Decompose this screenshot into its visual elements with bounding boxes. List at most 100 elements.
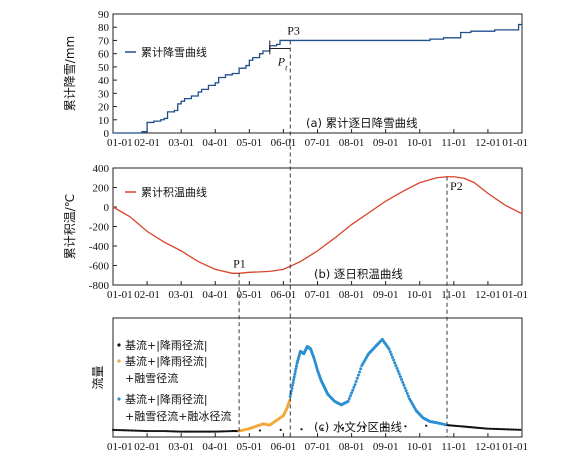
- flow-point: [395, 366, 399, 370]
- series-line-snow: [113, 23, 522, 134]
- flow-point: [348, 394, 352, 398]
- flow-point: [443, 423, 447, 427]
- flow-point: [288, 395, 292, 399]
- flow-point: [147, 429, 150, 433]
- flow-point: [176, 430, 179, 433]
- flow-point: [220, 430, 224, 433]
- y-tick-label-snow: 70: [98, 35, 110, 47]
- x-tick-label-snow: 09-01: [373, 137, 399, 149]
- flow-point: [353, 383, 357, 387]
- x-tick-label-temp: 03-01: [168, 289, 194, 301]
- series-line-temp: [112, 176, 523, 274]
- flow-point: [406, 394, 410, 398]
- x-tick-label-temp: 02-01: [134, 289, 160, 301]
- x-tick-label-temp: 07-01: [305, 289, 331, 301]
- flow-point: [212, 430, 215, 433]
- flow-point: [359, 367, 363, 371]
- flow-point: [142, 429, 145, 433]
- flow-point: [115, 428, 118, 432]
- flow-point: [404, 389, 408, 393]
- x-tick-label-temp: 05-01: [236, 289, 262, 301]
- flow-point: [185, 430, 188, 433]
- point-label-Pt: Pt: [277, 54, 288, 72]
- legend-label-flow-line2: +融雪径流: [125, 371, 178, 385]
- flow-point: [346, 399, 350, 403]
- flow-point: [258, 429, 261, 432]
- flow-point: [519, 428, 522, 431]
- flow-point: [351, 388, 355, 392]
- y-tick-label-snow: 10: [98, 115, 110, 127]
- flow-point: [486, 427, 490, 430]
- y-axis-label-snow: 累计降雪/mm: [63, 36, 77, 111]
- flow-point: [202, 430, 205, 433]
- x-tick-label-flow: 09-01: [373, 441, 399, 453]
- flow-point: [300, 428, 303, 431]
- flow-point: [123, 429, 127, 432]
- flow-point: [163, 429, 166, 433]
- flow-point: [405, 391, 409, 395]
- flow-point: [198, 430, 202, 433]
- x-tick-label-snow: 05-01: [236, 137, 262, 149]
- x-tick-label-snow: 06-01: [271, 137, 297, 149]
- flow-point: [508, 428, 512, 431]
- flow-point: [512, 428, 515, 431]
- flow-point: [188, 430, 191, 433]
- x-tick-label-temp: 09-01: [373, 289, 399, 301]
- flow-point: [289, 392, 293, 396]
- flow-point: [174, 430, 178, 433]
- y-tick-label-temp: 200: [93, 183, 110, 195]
- flow-point: [398, 375, 402, 379]
- flow-point: [209, 430, 212, 433]
- x-tick-label-flow: 05-01: [236, 441, 262, 453]
- x-tick-label-snow: 01-01: [502, 137, 528, 149]
- flow-point: [488, 427, 491, 430]
- flow-point: [207, 430, 210, 433]
- flow-point: [197, 430, 200, 433]
- flow-point: [288, 399, 292, 403]
- flow-point: [358, 370, 362, 374]
- flow-point: [293, 370, 297, 374]
- flow-point: [389, 352, 393, 356]
- x-tick-label-temp: 04-01: [202, 289, 228, 301]
- legend-label-flow-line1: 基流+|降雨径流|: [125, 354, 208, 368]
- flow-point: [403, 386, 407, 390]
- flow-point: [111, 428, 115, 431]
- flow-point: [514, 428, 517, 431]
- x-tick-label-temp: 10-01: [407, 289, 433, 301]
- flow-point: [356, 373, 360, 377]
- flow-point: [383, 425, 386, 428]
- x-tick-label-snow: 08-01: [339, 137, 365, 149]
- flow-point: [393, 361, 397, 365]
- flow-point: [139, 429, 142, 432]
- flow-point: [181, 430, 184, 433]
- point-label-P3: P3: [287, 23, 300, 37]
- x-tick-label-snow: 04-01: [202, 137, 228, 149]
- flow-point: [497, 427, 500, 431]
- flow-point: [195, 430, 198, 433]
- flow-point: [290, 386, 294, 390]
- flow-point: [226, 430, 229, 433]
- y-tick-label-temp: 0: [104, 202, 110, 214]
- flow-point: [164, 430, 167, 433]
- flow-point: [495, 427, 498, 431]
- flow-point: [404, 425, 407, 428]
- legend-label-snow: 累计降雪曲线: [141, 45, 207, 59]
- flow-point: [229, 430, 232, 433]
- flow-point: [279, 428, 282, 431]
- flow-point: [120, 429, 123, 432]
- flow-point: [118, 428, 121, 432]
- flow-point: [362, 426, 365, 429]
- x-tick-label-snow: 12-01: [475, 137, 501, 149]
- y-axis-label-temp: 累计积温/℃: [63, 194, 77, 260]
- flow-point: [156, 429, 159, 433]
- flow-point: [125, 429, 128, 432]
- flow-point: [134, 429, 137, 432]
- flow-point: [186, 430, 190, 433]
- flow-point: [400, 377, 404, 381]
- x-tick-label-flow: 08-01: [339, 441, 365, 453]
- panel-title-temp: (b) 逐日积温曲线: [314, 267, 403, 281]
- x-tick-label-flow: 10-01: [407, 441, 433, 453]
- panel-title-snow: (a) 累计逐日降雪曲线: [306, 116, 418, 130]
- flow-point: [291, 381, 295, 385]
